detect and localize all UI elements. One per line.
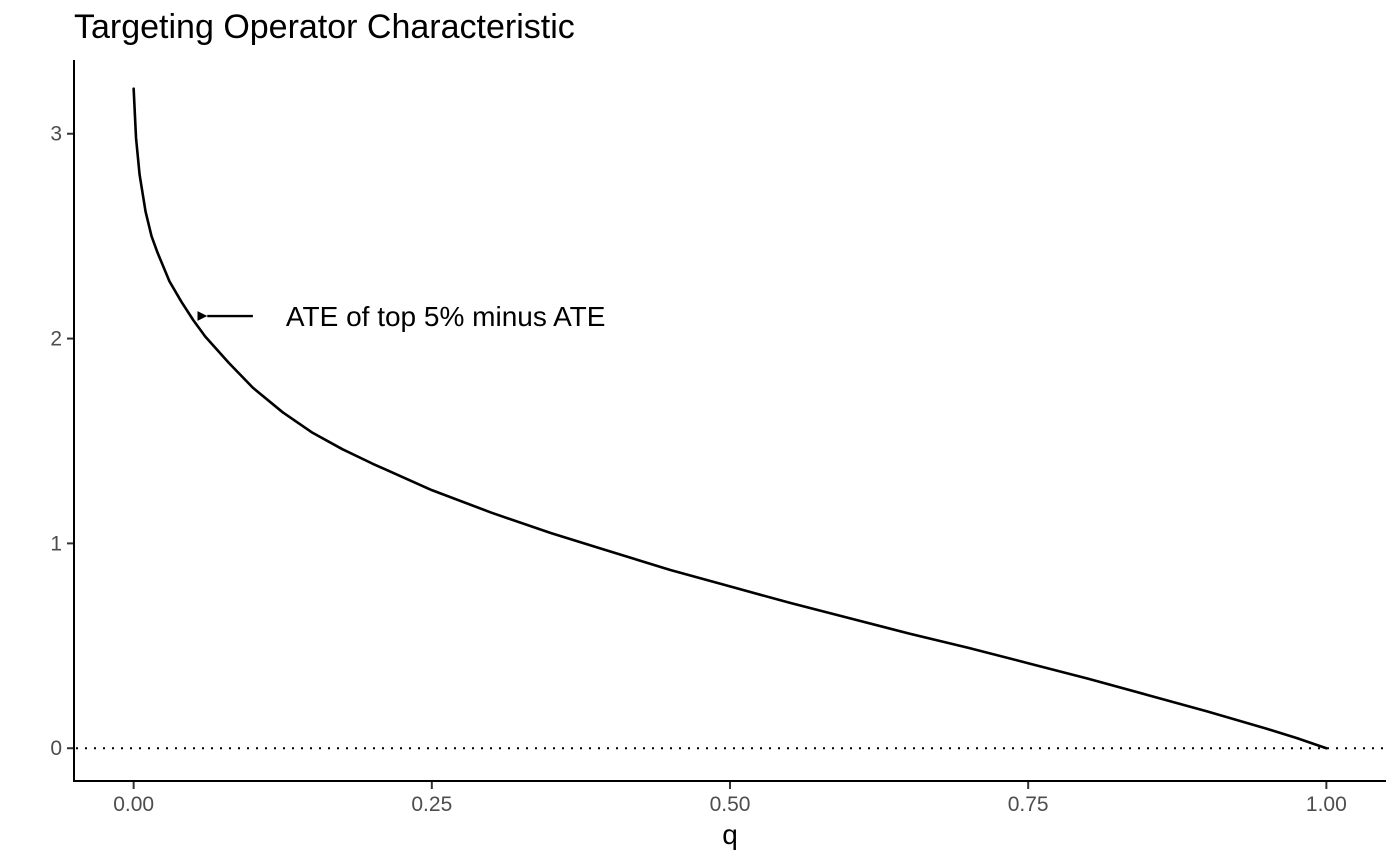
chart-title: Targeting Operator Characteristic: [74, 8, 575, 46]
x-tick-label: 0.25: [411, 793, 452, 816]
annotation-group: ATE of top 5% minus ATE: [197, 301, 606, 332]
y-axis-ticks: 0 1 2 3: [50, 123, 73, 760]
x-axis-ticks: 0.00 0.25 0.50 0.75 1.00: [113, 782, 1347, 816]
x-tick-label: 0.00: [113, 793, 154, 816]
annotation-label: ATE of top 5% minus ATE: [286, 301, 606, 332]
y-tick-label: 0: [50, 737, 62, 760]
toc-curve: [132, 87, 1328, 750]
x-axis-label: q: [722, 819, 738, 850]
y-tick-label: 1: [50, 532, 62, 555]
y-tick-label: 2: [50, 328, 62, 351]
x-tick-label: 0.50: [710, 793, 751, 816]
x-tick-label: 1.00: [1306, 793, 1347, 816]
x-tick-label: 0.75: [1008, 793, 1049, 816]
series-group: [132, 87, 1328, 750]
y-tick-label: 3: [50, 123, 62, 146]
